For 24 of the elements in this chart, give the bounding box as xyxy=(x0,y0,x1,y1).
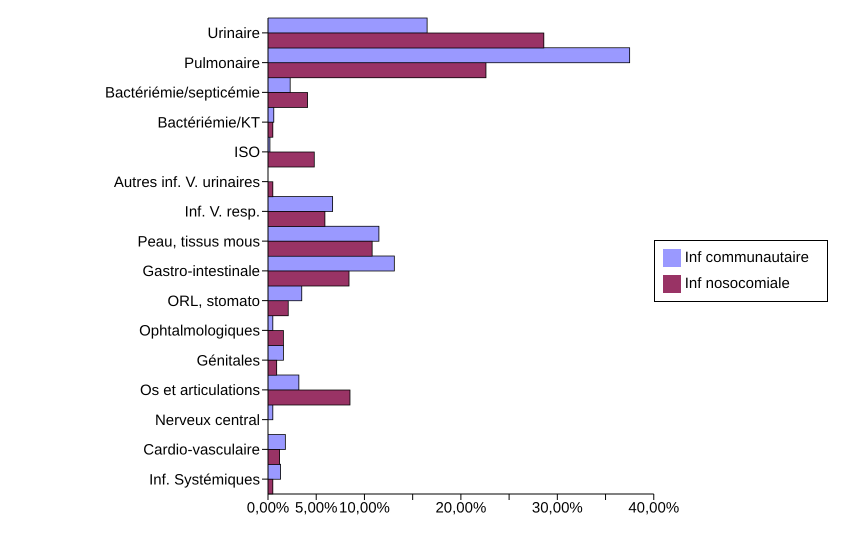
x-tick-label: 20,00% xyxy=(435,500,486,517)
y-tick-label: Gastro-intestinale xyxy=(142,263,260,280)
y-tick-label: Inf. V. resp. xyxy=(184,204,260,221)
x-tick-label: 40,00% xyxy=(628,500,680,517)
legend-label: Inf communautaire xyxy=(684,249,809,266)
y-tick-label: Bactériémie/septicémie xyxy=(104,84,260,102)
y-tick-label: Inf. Systémiques xyxy=(149,471,260,488)
y-tick-label: ORL, stomato xyxy=(167,292,260,310)
x-tick-label: 10,00% xyxy=(339,500,390,517)
y-tick-label: Pulmonaire xyxy=(184,54,260,72)
y-tick-label: Bactériémie/KT xyxy=(157,114,260,132)
y-tick-label: Génitales xyxy=(196,352,260,370)
y-tick-label: Cardio-vasculaire xyxy=(143,442,260,459)
y-tick-label: Os et articulations xyxy=(140,382,260,400)
x-tick-label: 5,00% xyxy=(294,500,338,517)
y-tick-label: ISO xyxy=(234,144,260,162)
y-tick-label: Nerveux central xyxy=(154,412,260,429)
x-tick-label: 0,00% xyxy=(246,500,290,517)
y-tick-label: Peau, tissus mous xyxy=(137,233,260,250)
legend-label: Inf nosocomiale xyxy=(684,275,790,292)
y-tick-label: Urinaire xyxy=(207,25,260,42)
y-tick-label: Autres inf. V. urinaires xyxy=(114,174,260,191)
y-tick-label: Ophtalmologiques xyxy=(139,322,260,340)
x-tick-label: 30,00% xyxy=(532,500,583,517)
